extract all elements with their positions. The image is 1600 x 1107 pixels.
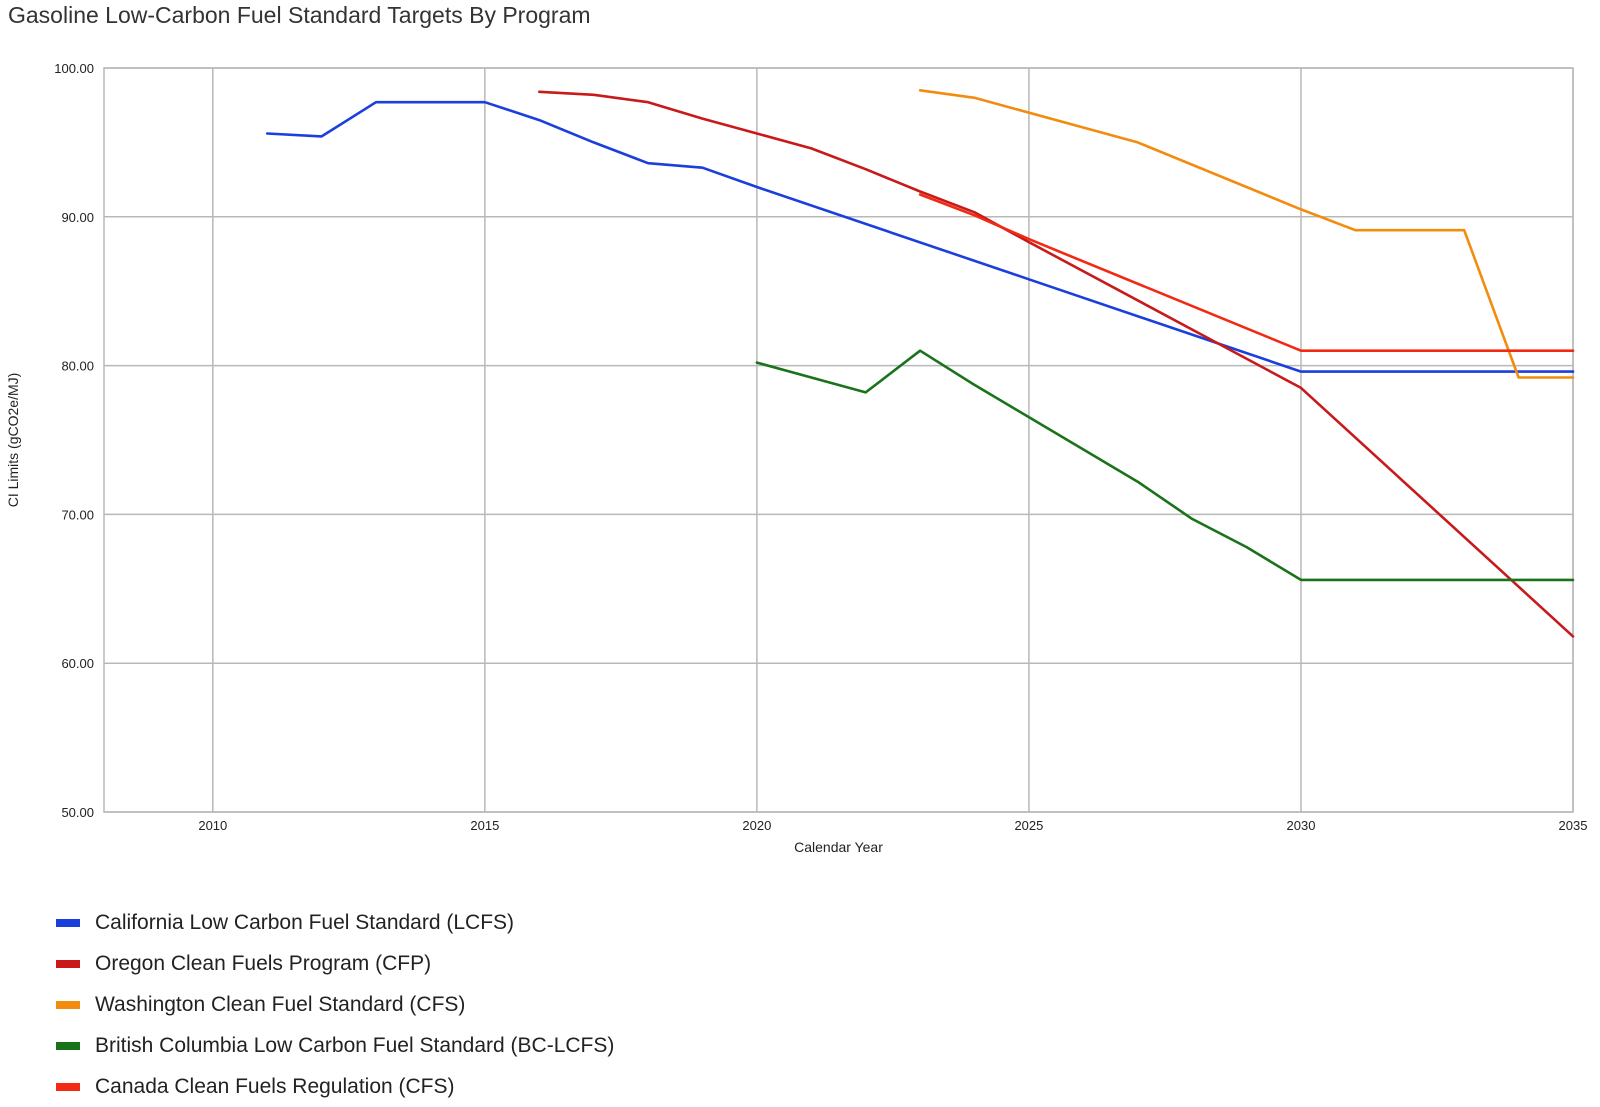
x-tick-label: 2020 <box>742 818 771 833</box>
legend-swatch <box>56 1041 80 1050</box>
legend-item: British Columbia Low Carbon Fuel Standar… <box>56 1025 614 1066</box>
legend-label: California Low Carbon Fuel Standard (LCF… <box>95 910 515 934</box>
legend: California Low Carbon Fuel Standard (LCF… <box>56 902 614 1107</box>
x-tick-label: 2015 <box>470 818 499 833</box>
legend-swatch <box>56 1000 80 1009</box>
series-line-3 <box>918 89 1575 379</box>
y-tick-label: 70.00 <box>61 507 94 522</box>
x-axis-title: Calendar Year <box>794 839 883 855</box>
y-tick-label: 100.00 <box>54 61 94 76</box>
legend-label: Canada Clean Fuels Regulation (CFS) <box>95 1074 455 1098</box>
x-tick-label: 2035 <box>1559 818 1588 833</box>
tick-labels: 50.00 60.00 70.00 80.00 90.00 100.00 2010 2015 2… <box>54 61 1587 833</box>
y-tick-label: 50.00 <box>61 805 94 820</box>
y-tick-label: 80.00 <box>61 359 94 374</box>
series-lines <box>265 89 1575 638</box>
series-line-1 <box>265 100 1575 373</box>
legend-item: Oregon Clean Fuels Program (CFP) <box>56 943 614 984</box>
chart-title: Gasoline Low-Carbon Fuel Standard Target… <box>8 2 591 28</box>
y-tick-label: 90.00 <box>61 210 94 225</box>
x-tick-label: 2030 <box>1287 818 1316 833</box>
series-line-4 <box>755 349 1575 582</box>
x-tick-label: 2010 <box>198 818 227 833</box>
y-axis-title: CI Limits (gCO2e/MJ) <box>5 373 21 508</box>
legend-item: Canada Clean Fuels Regulation (CFS) <box>56 1066 614 1107</box>
x-tick-label: 2025 <box>1014 818 1043 833</box>
series-line-2 <box>537 90 1575 638</box>
legend-label: Washington Clean Fuel Standard (CFS) <box>95 992 466 1016</box>
legend-swatch <box>56 959 80 968</box>
line-chart: 50.00 60.00 70.00 80.00 90.00 100.00 2010 2015 2… <box>5 61 1587 855</box>
series-line-5 <box>918 193 1575 353</box>
legend-item: California Low Carbon Fuel Standard (LCF… <box>56 902 614 943</box>
legend-swatch <box>56 1082 80 1091</box>
plot-frame <box>103 67 1574 813</box>
legend-item: Washington Clean Fuel Standard (CFS) <box>56 984 614 1025</box>
y-tick-label: 60.00 <box>61 656 94 671</box>
grid-lines <box>103 67 1574 813</box>
legend-label: British Columbia Low Carbon Fuel Standar… <box>95 1033 615 1057</box>
legend-swatch <box>56 918 80 927</box>
legend-label: Oregon Clean Fuels Program (CFP) <box>95 951 432 975</box>
